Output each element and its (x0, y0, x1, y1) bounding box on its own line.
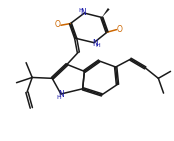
Text: H: H (95, 43, 100, 48)
Text: O: O (55, 20, 61, 29)
Text: H: H (56, 95, 61, 100)
Text: O: O (117, 25, 123, 34)
Text: N: N (58, 90, 64, 99)
Text: N: N (80, 8, 86, 17)
Text: N: N (92, 38, 98, 48)
Polygon shape (102, 8, 110, 17)
Text: H: H (78, 8, 83, 13)
